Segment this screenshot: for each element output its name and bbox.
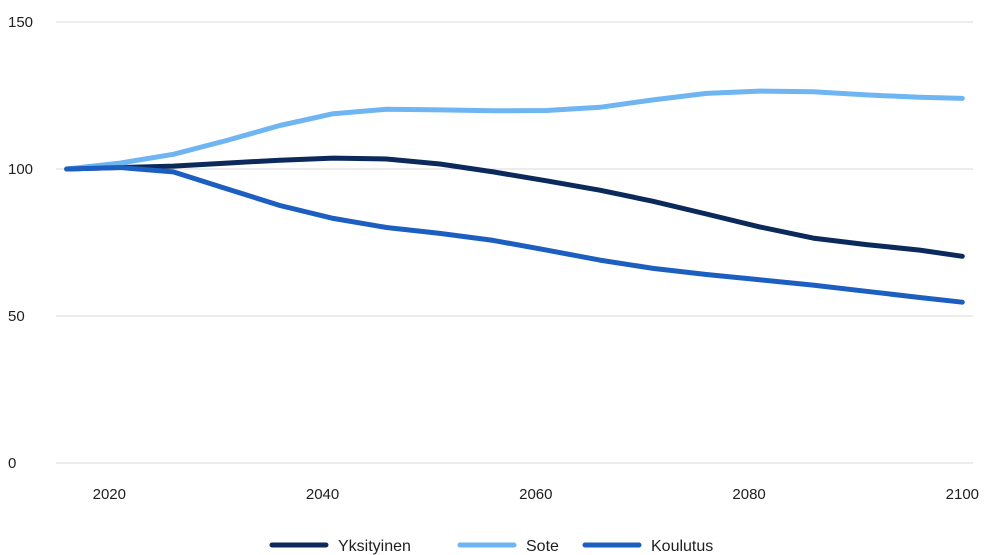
legend-label: Koulutus — [651, 538, 713, 555]
series-line-yksityinen — [64, 155, 965, 259]
y-tick-label: 0 — [8, 455, 16, 472]
x-tick-label: 2100 — [946, 486, 979, 503]
series-line-koulutus — [64, 165, 965, 305]
y-tick-label: 50 — [8, 308, 25, 325]
legend-label: Yksityinen — [338, 538, 411, 555]
grid-lines — [56, 21, 973, 464]
x-tick-label: 2080 — [732, 486, 765, 503]
y-tick-label: 150 — [8, 14, 33, 31]
legend: Yksityinen Sote Koulutus — [269, 538, 713, 555]
x-tick-label: 2020 — [93, 486, 126, 503]
series-lines — [64, 88, 965, 305]
legend-label: Sote — [526, 538, 559, 555]
y-tick-label: 100 — [8, 161, 33, 178]
x-tick-label: 2040 — [306, 486, 339, 503]
x-axis-ticks: 2020 2040 2060 2080 2100 — [93, 486, 979, 503]
legend-item-koulutus: Koulutus — [582, 538, 713, 555]
series-line-sote — [64, 88, 965, 172]
y-axis-ticks: 0 50 100 150 — [8, 14, 33, 472]
legend-item-sote: Sote — [457, 538, 559, 555]
x-tick-label: 2060 — [519, 486, 552, 503]
legend-item-yksityinen: Yksityinen — [269, 538, 411, 555]
